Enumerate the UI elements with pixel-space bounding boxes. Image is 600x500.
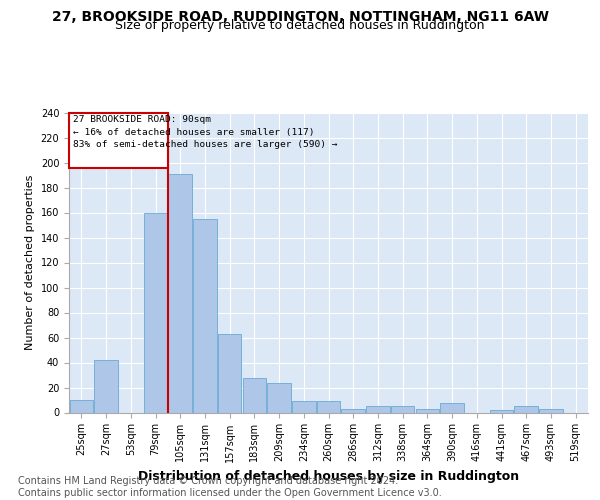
- Bar: [341, 409, 365, 412]
- Bar: [391, 406, 415, 412]
- Text: 27 BROOKSIDE ROAD: 90sqm
← 16% of detached houses are smaller (117)
83% of semi-: 27 BROOKSIDE ROAD: 90sqm ← 16% of detach…: [73, 115, 337, 149]
- Bar: [218, 334, 241, 412]
- Bar: [514, 406, 538, 412]
- Bar: [144, 212, 167, 412]
- Bar: [440, 402, 464, 412]
- Bar: [193, 219, 217, 412]
- Bar: [242, 378, 266, 412]
- Bar: [317, 401, 340, 412]
- Bar: [416, 409, 439, 412]
- X-axis label: Distribution of detached houses by size in Ruddington: Distribution of detached houses by size …: [138, 470, 519, 483]
- FancyBboxPatch shape: [69, 112, 168, 168]
- Bar: [490, 410, 513, 412]
- Bar: [539, 409, 563, 412]
- Bar: [366, 406, 389, 412]
- Bar: [169, 174, 192, 412]
- Bar: [268, 382, 291, 412]
- Bar: [292, 401, 316, 412]
- Bar: [94, 360, 118, 412]
- Text: Contains HM Land Registry data © Crown copyright and database right 2024.
Contai: Contains HM Land Registry data © Crown c…: [18, 476, 442, 498]
- Text: 27, BROOKSIDE ROAD, RUDDINGTON, NOTTINGHAM, NG11 6AW: 27, BROOKSIDE ROAD, RUDDINGTON, NOTTINGH…: [52, 10, 548, 24]
- Y-axis label: Number of detached properties: Number of detached properties: [25, 175, 35, 350]
- Text: Size of property relative to detached houses in Ruddington: Size of property relative to detached ho…: [115, 19, 485, 32]
- Bar: [70, 400, 93, 412]
